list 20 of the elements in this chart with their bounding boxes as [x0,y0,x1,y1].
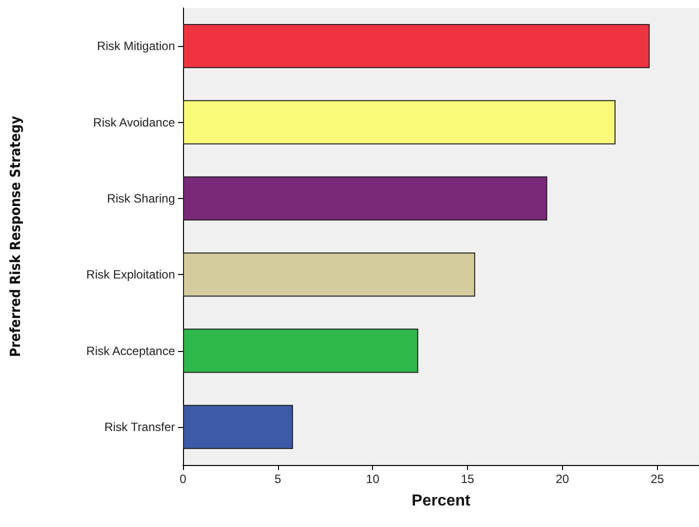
y-axis-title: Preferred Risk Response Strategy [8,116,24,358]
x-tick-label: 20 [556,472,570,486]
x-tick-label: 25 [650,472,664,486]
x-axis-title: Percent [412,492,472,510]
bar [183,252,476,297]
y-tick-label: Risk Exploitation [86,268,175,282]
bar [183,328,418,373]
bar [183,176,548,221]
x-tick-label: 10 [366,472,380,486]
y-tick-label: Risk Transfer [104,420,175,434]
y-tick-label: Risk Acceptance [86,344,176,358]
bar [183,24,650,68]
x-tick-label: 5 [274,472,282,486]
y-tick-label: Risk Avoidance [93,115,176,130]
bar [183,100,616,144]
x-tick-label: 15 [460,472,475,486]
y-tick-label: Risk Sharing [106,191,175,206]
bar [183,404,294,450]
y-tick-label: Risk Mitigation [96,39,175,54]
x-tick-label: 0 [180,472,187,486]
